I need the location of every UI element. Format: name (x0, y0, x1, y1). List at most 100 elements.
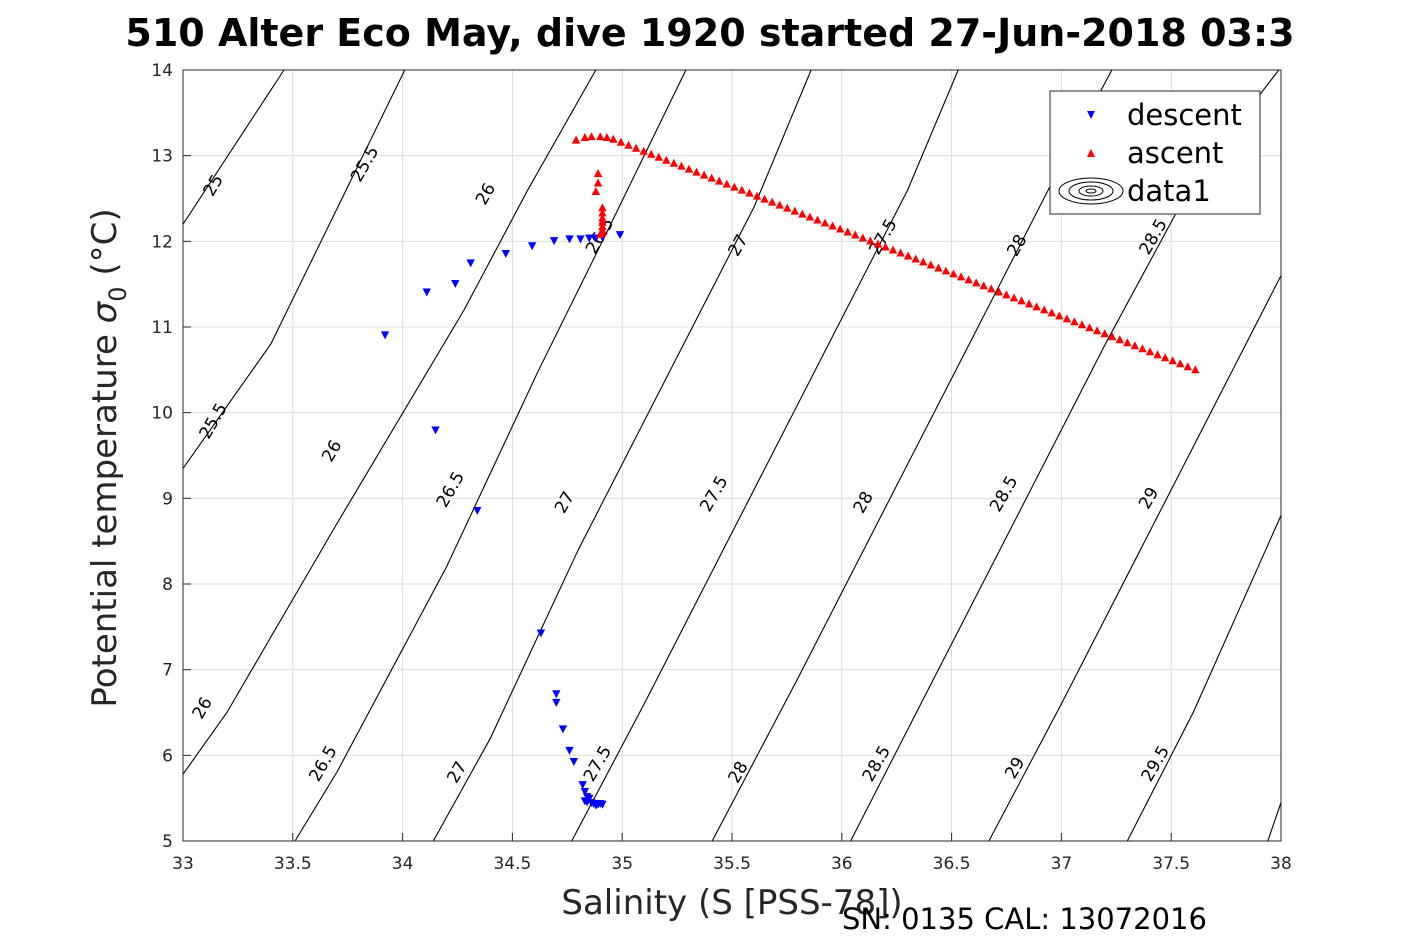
legend-ascent-marker (1087, 149, 1095, 157)
descent-point (615, 231, 625, 240)
ascent-point (580, 133, 590, 142)
y-tick-label: 9 (162, 489, 173, 509)
ascent-point (745, 188, 754, 197)
ascent-point (790, 206, 799, 215)
density-contour-line (432, 70, 812, 841)
descent-point (422, 288, 431, 297)
ascent-point (677, 161, 686, 170)
x-tick-label: 33 (172, 854, 194, 874)
ascent-point (1138, 344, 1147, 353)
y-tick-label: 8 (162, 575, 173, 595)
ascent-point (752, 191, 762, 200)
density-contour-line (571, 70, 959, 841)
ascent-point (1100, 329, 1109, 338)
ascent-point (1070, 317, 1079, 326)
ascent-point (813, 215, 822, 224)
descent-point (585, 794, 594, 803)
x-tick-label: 34 (392, 854, 414, 874)
ascent-point (707, 173, 716, 182)
legend-ascent-label: ascent (1127, 136, 1223, 170)
descent-series (380, 231, 625, 810)
ascent-point (843, 227, 852, 236)
ascent-point (896, 248, 905, 257)
ascent-point (669, 158, 679, 167)
descent-point (565, 746, 574, 755)
legend: descent ascent data1 (1049, 90, 1261, 215)
y-tick-label: 11 (151, 318, 173, 338)
ascent-point (684, 164, 694, 173)
descent-point (565, 235, 574, 244)
ascent-point (591, 187, 601, 196)
x-tick-label: 36.5 (933, 854, 971, 874)
ascent-point (903, 251, 913, 260)
ascent-point (1002, 290, 1011, 299)
density-contour-line (183, 70, 285, 225)
ascent-point (1032, 302, 1041, 311)
ascent-point (956, 272, 966, 281)
ascent-point (919, 257, 928, 266)
descent-point (558, 725, 568, 734)
ascent-point (760, 194, 769, 203)
ascent-point (1062, 314, 1072, 323)
y-axis-label-main: Potential temperature (85, 323, 125, 707)
y-tick-label: 14 (151, 61, 173, 81)
ascent-point (1145, 347, 1155, 356)
ascent-point (722, 179, 731, 188)
ascent-point (1055, 311, 1064, 320)
density-contour-line (294, 70, 687, 841)
ascent-point (1009, 293, 1019, 302)
x-tick-label: 37.5 (1152, 854, 1190, 874)
x-axis-ticks: 33 33.5 34 34.5 35 35.5 36 36.5 37 37.5 38 (172, 833, 1292, 874)
descent-point (536, 629, 546, 638)
ascent-point (598, 217, 607, 226)
y-axis-label-unit: (°C) (85, 208, 125, 286)
ascent-point (775, 200, 784, 209)
ascent-point (596, 132, 605, 141)
ascent-point (1092, 326, 1102, 335)
legend-box (1049, 90, 1261, 215)
ascent-point (971, 278, 981, 287)
x-tick-label: 35.5 (713, 854, 751, 874)
ascent-point (926, 260, 936, 269)
ascent-point (1191, 365, 1200, 374)
legend-descent-marker (1087, 111, 1095, 119)
ascent-point (851, 230, 860, 239)
y-tick-label: 10 (151, 404, 173, 424)
ascent-point (1153, 350, 1162, 359)
y-axis-label-sigma: σ (85, 300, 125, 323)
descent-point (598, 800, 607, 809)
ascent-point (1047, 308, 1056, 317)
descent-point (552, 698, 561, 707)
descent-point (473, 506, 482, 515)
ascent-point (911, 254, 920, 263)
ascent-point (737, 185, 747, 194)
ascent-point (598, 213, 607, 222)
descent-point (549, 237, 559, 246)
ascent-point (587, 132, 596, 141)
y-tick-label: 6 (162, 746, 173, 766)
y-tick-label: 7 (162, 661, 173, 681)
density-contour-line (183, 70, 597, 775)
legend-data1-label: data1 (1127, 174, 1211, 208)
ascent-point (596, 229, 605, 238)
ascent-point (730, 182, 739, 191)
ascent-point (979, 281, 988, 290)
ascent-point (934, 263, 943, 272)
density-contour-line (183, 70, 406, 469)
x-tick-label: 34.5 (493, 854, 531, 874)
descent-point (569, 757, 579, 766)
ascent-point (987, 284, 996, 293)
ascent-point (715, 176, 724, 185)
legend-data1-contour-icon (1058, 177, 1124, 205)
descent-point (501, 249, 511, 258)
ascent-point (639, 146, 648, 155)
ascent-point (662, 155, 671, 164)
descent-point (527, 242, 537, 251)
ascent-point (1115, 335, 1124, 344)
ascent-point (828, 221, 837, 230)
ascent-point (624, 140, 633, 149)
y-axis-label: Potential temperature σ0 (°C) (85, 208, 132, 707)
x-tick-label: 35 (611, 854, 633, 874)
ascent-point (654, 152, 663, 161)
